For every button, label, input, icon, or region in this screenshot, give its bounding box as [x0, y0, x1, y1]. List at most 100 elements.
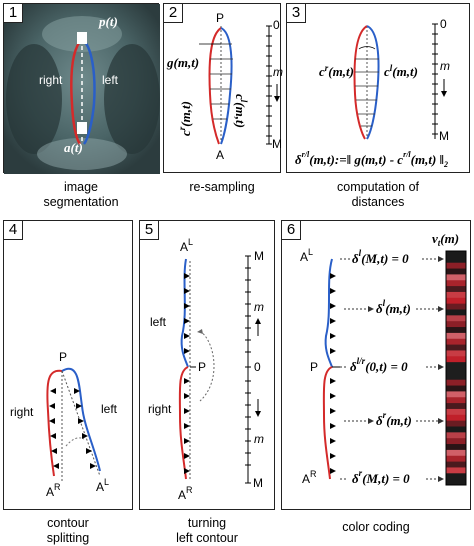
- color-bar-cell: [446, 327, 466, 334]
- svg-text:δl/r(0,t) = 0: δl/r(0,t) = 0: [350, 356, 408, 374]
- caption-6: color coding: [342, 520, 410, 534]
- scale-M-bot: M: [253, 476, 263, 490]
- cr-label: cr(m,t): [319, 63, 354, 79]
- color-bar-cell: [446, 280, 466, 287]
- panel-number: 6: [282, 221, 301, 240]
- AL-label: AL: [300, 247, 313, 264]
- color-bar-cell: [446, 251, 466, 258]
- svg-text:AR: AR: [302, 469, 317, 486]
- color-bar-cell: [446, 321, 466, 328]
- svg-text:AR: AR: [178, 485, 193, 502]
- panel-1-image-segmentation: p(t) a(t) right left 1: [3, 3, 160, 174]
- cl-label: cl(m,t): [384, 63, 418, 79]
- svg-text:AR: AR: [46, 482, 61, 499]
- turning-diagram: AL left P right AR M m 0 m M: [148, 237, 264, 502]
- color-bar-cell: [446, 438, 466, 445]
- AR-label: AR: [178, 485, 193, 502]
- right-label: right: [10, 405, 34, 419]
- AR-label: AR: [46, 482, 61, 499]
- P-label: P: [198, 360, 206, 374]
- color-bar-cell: [446, 385, 466, 392]
- g-label: g(m,t): [166, 55, 199, 70]
- color-bar-cell: [446, 473, 466, 480]
- panel-4-contour-splitting: 4 P right left AR AL: [3, 220, 133, 510]
- scale-zero: 0: [273, 18, 280, 32]
- svg-text:AL: AL: [300, 247, 313, 264]
- svg-text:AL: AL: [96, 477, 109, 494]
- color-bar-cell: [446, 315, 466, 322]
- color-bar-cell: [446, 332, 466, 340]
- svg-text:cl(m,t): cl(m,t): [233, 94, 249, 128]
- ct-image: p(t) a(t) right left: [4, 4, 160, 174]
- color-bar-cell: [446, 286, 466, 293]
- color-bar-cell: [446, 455, 466, 463]
- color-bar-cell: [446, 461, 466, 468]
- color-bar: [445, 250, 467, 486]
- left-label: left: [102, 73, 119, 87]
- color-bar-cell: [446, 309, 466, 316]
- color-bar-cell: [446, 297, 466, 305]
- resampling-diagram: P A g(m,t) cr(m,t) cl(m,t) 0 m M: [166, 11, 283, 162]
- caption-2: re-sampling: [189, 180, 255, 194]
- eq-delta-l-M: δl(M,t) = 0: [352, 248, 409, 266]
- distance-formula: δr/l(m,t):=‖ g(m,t) - cr/l(m,t) ‖2: [295, 150, 448, 169]
- color-bar-cell: [446, 379, 466, 387]
- color-bar-cell: [446, 403, 466, 410]
- p-label: p(t): [98, 14, 118, 29]
- caption-1: image segmentation: [43, 180, 119, 209]
- color-bar-cell: [446, 467, 466, 474]
- A-label: A: [216, 148, 224, 162]
- caption-3: computation of distances: [337, 180, 419, 209]
- svg-text:vt(m): vt(m): [432, 231, 459, 248]
- color-bar-cell: [446, 373, 466, 381]
- color-bar-cell: [446, 368, 466, 375]
- right-contour: [70, 38, 83, 145]
- splitting-diagram: P right left AR AL: [10, 350, 118, 499]
- eq-delta-l-m: δl(m,t): [376, 298, 411, 316]
- cr-label: cr(m,t): [177, 101, 193, 136]
- panel-2-resampling: 2 P A g(m,t) cr(m,t) cl(m,t): [163, 3, 283, 173]
- panel-number: 5: [140, 221, 159, 240]
- svg-text:cr(m,t): cr(m,t): [319, 63, 354, 79]
- scale-M: M: [272, 137, 282, 151]
- P-label: P: [310, 360, 318, 374]
- scale-M-top: M: [254, 249, 264, 263]
- panel-6-color-coding: 6 AL P AR δl(M,t) = 0 δl(m,t): [281, 220, 471, 510]
- color-bar-cell: [446, 426, 466, 433]
- color-bar-cell: [446, 397, 466, 404]
- color-bar-cell: [446, 256, 466, 264]
- left-label: left: [150, 315, 167, 329]
- svg-text:δl(M,t) = 0: δl(M,t) = 0: [352, 248, 409, 266]
- left-contour: [81, 37, 96, 145]
- P-label: P: [216, 11, 224, 25]
- AR-label: AR: [302, 469, 317, 486]
- panel-number: 4: [4, 221, 23, 240]
- color-bar-cell: [446, 350, 466, 357]
- svg-text:δr/l(m,t):=‖ g(m,t) - cr/l(m,t: δr/l(m,t):=‖ g(m,t) - cr/l(m,t) ‖2: [295, 150, 448, 169]
- color-bar-cell: [446, 303, 466, 310]
- a-label: a(t): [64, 140, 83, 155]
- panel-5-turning-left-contour: 5 AL left P right AR: [139, 220, 275, 510]
- a-marker: [77, 122, 87, 134]
- P-label: P: [59, 350, 67, 364]
- p-marker: [77, 32, 87, 44]
- panel-number: 2: [164, 4, 183, 23]
- color-bar-cell: [446, 274, 466, 281]
- scale-m-bot: m: [254, 432, 264, 446]
- color-bar-cell: [446, 344, 466, 351]
- color-coding-diagram: AL P AR δl(M,t) = 0 δl(m,t) δl/r(0,t) = …: [300, 231, 467, 486]
- distances-diagram: cr(m,t) cl(m,t) 0 m M δr/l(m,t):=‖ g(m,t…: [295, 17, 450, 169]
- scale-m: m: [440, 59, 450, 73]
- eq-delta-r-m: δr(m,t): [376, 410, 412, 428]
- svg-text:δr(m,t): δr(m,t): [376, 410, 412, 428]
- AL-label: AL: [96, 477, 109, 494]
- caption-5: turning left contour: [176, 516, 238, 545]
- color-bar-cell: [446, 444, 466, 451]
- color-bar-cell: [446, 479, 466, 486]
- color-bar-cell: [446, 291, 466, 299]
- color-bar-cell: [446, 449, 466, 457]
- color-bar-border: [445, 250, 467, 486]
- color-bar-cell: [446, 262, 466, 270]
- eq-delta-r-M: δr(M,t) = 0: [352, 468, 410, 486]
- svg-text:AL: AL: [180, 237, 193, 254]
